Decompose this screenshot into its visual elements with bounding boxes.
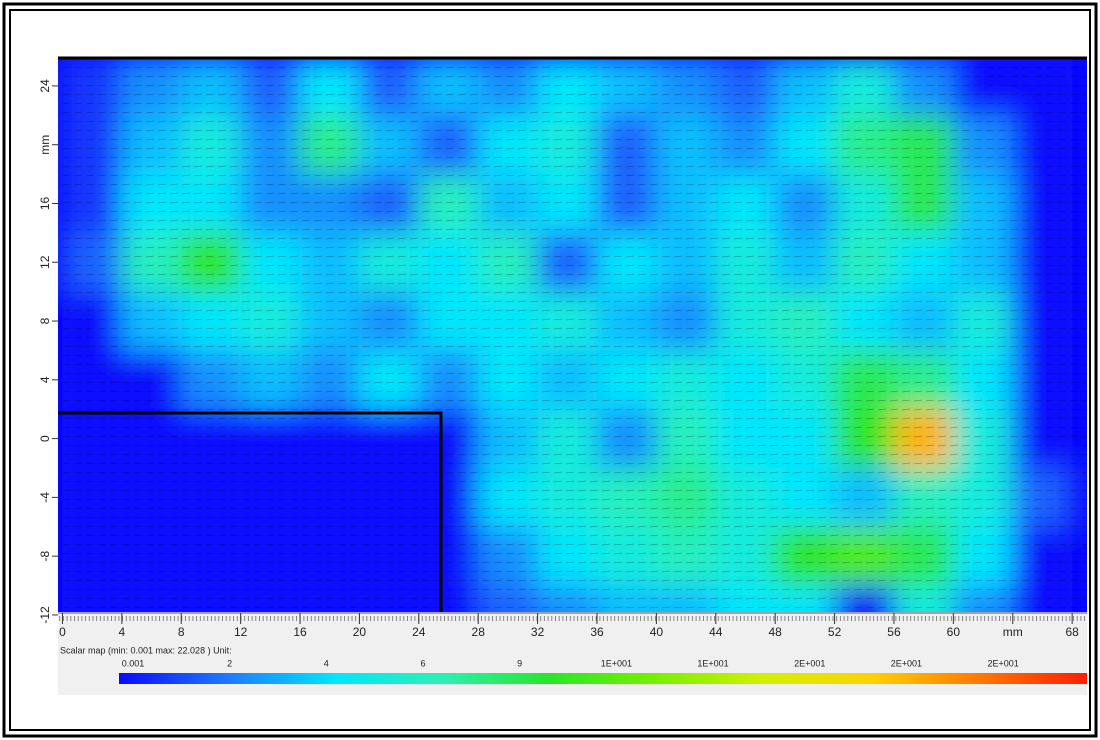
y-tick-label: 24: [38, 79, 52, 93]
x-tick-label: 32: [531, 625, 545, 639]
colorbar-bar: [119, 673, 1087, 684]
y-tick-label: 0: [38, 435, 52, 442]
colorbar-tick-label: 2E+001: [987, 658, 1018, 668]
colorbar-tick-label: 2: [227, 658, 232, 668]
vector-overlay: [58, 58, 1087, 612]
x-tick-label: 44: [709, 625, 723, 639]
inner-frame: [9, 9, 1091, 731]
x-tick-label: 8: [178, 625, 185, 639]
x-tick-label: 0: [59, 625, 66, 639]
colorbar-tick-label: 0.001: [122, 658, 145, 668]
x-tick-label: 48: [769, 625, 783, 639]
colorbar-caption: Scalar map (min: 0.001 max: 22.028 ) Uni…: [60, 645, 232, 655]
colorbar-tick-label: 4: [324, 658, 329, 668]
x-tick-label: 68: [1065, 625, 1079, 639]
y-tick-label: -12: [38, 606, 52, 624]
colorbar: 0.001 2 4 6 9 1E+001 1E+001 2E+001 2E+001 2E+001: [119, 658, 1087, 684]
y-tick-label: -4: [38, 492, 52, 503]
y-tick-label: 8: [38, 317, 52, 324]
mask-border: [58, 411, 443, 612]
colorbar-tick-label: 1E+001: [697, 658, 728, 668]
x-tick-label: mm: [1003, 625, 1023, 639]
x-tick-label: 40: [650, 625, 664, 639]
x-tick-label: 12: [234, 625, 248, 639]
x-tick-label: 36: [590, 625, 604, 639]
y-tick-label: mm: [38, 135, 52, 155]
y-tick-label: 16: [38, 196, 52, 210]
y-tick-label: -8: [38, 550, 52, 561]
colorbar-tick-label: 2E+001: [794, 658, 825, 668]
colorbar-tick-label: 9: [517, 658, 522, 668]
x-tick-label: 20: [353, 625, 367, 639]
y-tick-label: 4: [38, 376, 52, 383]
x-tick-label: 60: [947, 625, 961, 639]
plot-area: [58, 58, 1087, 612]
colorbar-tick-label: 2E+001: [891, 658, 922, 668]
x-tick-label: 4: [119, 625, 126, 639]
x-tick-label: 52: [828, 625, 842, 639]
colorbar-tick-label: 1E+001: [601, 658, 632, 668]
x-ruler: [58, 614, 1087, 622]
x-tick-label: 16: [293, 625, 307, 639]
x-tick-label: 24: [412, 625, 426, 639]
x-tick-label: 56: [887, 625, 901, 639]
y-tick-label: 12: [38, 255, 52, 269]
colorbar-tick-label: 6: [420, 658, 425, 668]
x-tick-label: 28: [472, 625, 486, 639]
